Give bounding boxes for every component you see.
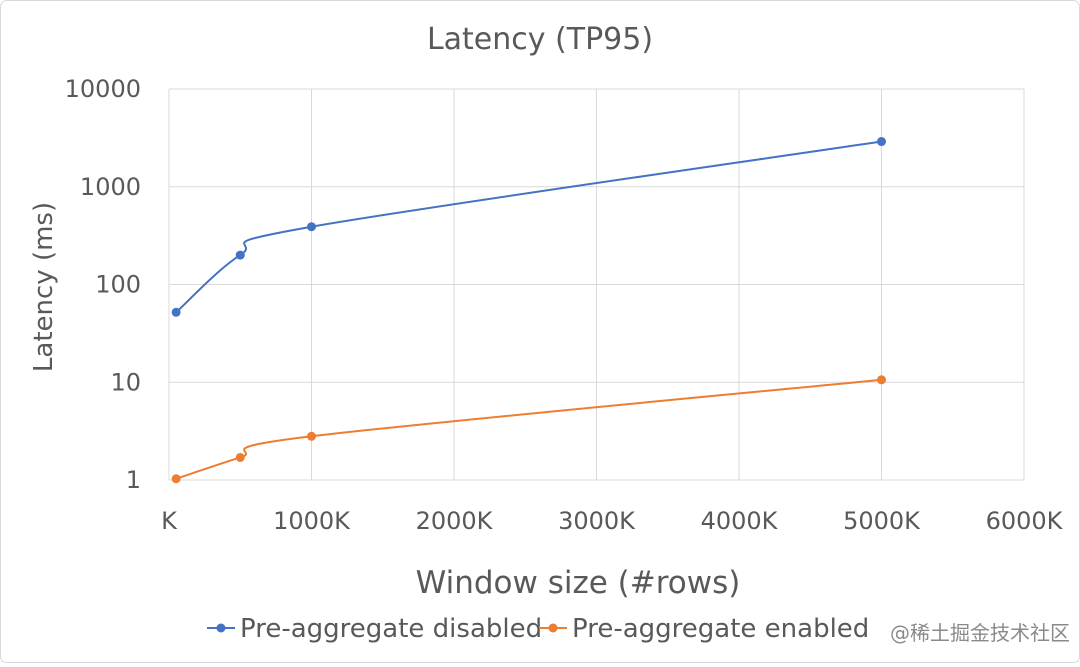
watermark-text: @稀土掘金技术社区: [890, 621, 1070, 645]
x-tick-label: K: [161, 507, 178, 535]
x-tick-label: 4000K: [701, 507, 779, 535]
y-axis-ticks: 1 10 100 1000 10000: [65, 75, 141, 494]
gridlines: [168, 88, 1025, 481]
data-point: [171, 307, 181, 317]
x-tick-label: 6000K: [986, 507, 1064, 535]
data-point: [235, 452, 245, 462]
legend-label-1: Pre-aggregate disabled: [240, 614, 542, 644]
data-point: [235, 250, 245, 260]
data-point: [877, 137, 886, 147]
y-tick-label: 1: [126, 466, 141, 494]
chart-title: Latency (TP95): [427, 22, 653, 57]
series-lines: [171, 137, 886, 484]
x-tick-label: 3000K: [558, 507, 636, 535]
legend-marker-2: [548, 623, 558, 633]
data-point: [307, 431, 316, 441]
data-point: [307, 222, 316, 232]
y-axis-title: Latency (ms): [29, 202, 59, 372]
x-axis-title: Window size (#rows): [416, 565, 741, 601]
x-tick-label: 1000K: [273, 507, 351, 535]
y-tick-label: 10000: [65, 75, 141, 103]
legend: Pre-aggregate disabled Pre-aggregate enab…: [207, 614, 869, 644]
x-tick-label: 2000K: [416, 507, 494, 535]
legend-marker-1: [216, 623, 226, 633]
data-point: [171, 474, 181, 484]
legend-label-2: Pre-aggregate enabled: [572, 614, 869, 644]
y-tick-label: 10: [110, 368, 141, 396]
x-tick-label: 5000K: [843, 507, 921, 535]
x-axis-ticks: K 1000K 2000K 3000K 4000K 5000K 6000K: [161, 507, 1064, 535]
y-tick-label: 100: [95, 271, 141, 299]
y-tick-label: 1000: [80, 173, 141, 201]
data-point: [877, 375, 886, 385]
